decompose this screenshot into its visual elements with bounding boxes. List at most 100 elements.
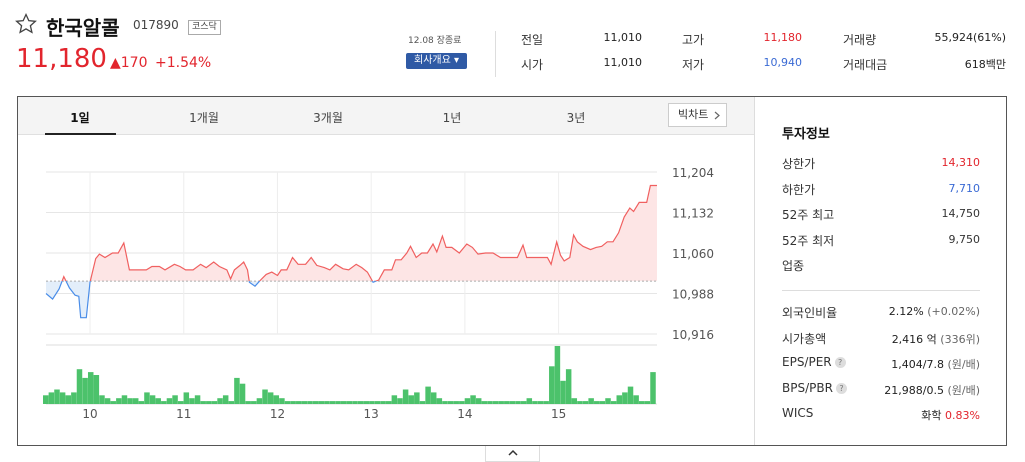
volume-bar	[273, 395, 280, 404]
volume-bar	[532, 401, 538, 404]
y-tick-label: 11,132	[672, 207, 714, 221]
volume-bar	[509, 401, 516, 404]
summary-label-low: 저가	[682, 58, 705, 72]
volume-bar	[543, 401, 549, 404]
chart-area	[45, 184, 657, 319]
invest-label: 상한가	[782, 157, 816, 171]
x-tick-label: 10	[82, 407, 97, 421]
volume-bar	[138, 401, 145, 404]
volume-bar	[605, 398, 611, 404]
volume-bar	[65, 395, 71, 404]
invest-label: 하한가	[782, 182, 816, 197]
invest-label: 52주 최고	[782, 208, 835, 222]
volume-bar	[453, 401, 459, 404]
volume-bar	[644, 401, 651, 404]
invest-label: BPS/PBR?	[782, 381, 847, 395]
y-tick-label: 10,916	[672, 328, 714, 342]
volume-bar	[189, 398, 195, 404]
summary-value-open: 11,010	[603, 56, 643, 69]
volume-bar	[155, 398, 161, 404]
company-overview-button[interactable]: 회사개요 ▾	[406, 53, 467, 69]
invest-value: 7,710	[948, 181, 981, 195]
invest-label: 외국인비율	[782, 306, 838, 320]
summary-value-low: 10,940	[763, 56, 803, 69]
help-icon[interactable]: ?	[834, 357, 846, 368]
volume-bar	[425, 386, 431, 404]
volume-bar	[498, 401, 504, 404]
volume-bar	[76, 369, 83, 404]
tab-1month[interactable]: 1개월	[189, 111, 219, 125]
volume-bar	[121, 395, 128, 404]
volume-bar	[228, 401, 235, 404]
volume-bar	[481, 401, 488, 404]
summary-label-prev-close: 전일	[521, 33, 544, 47]
volume-bar	[99, 395, 105, 404]
volume-bar	[464, 398, 471, 404]
favorite-star-icon[interactable]	[14, 12, 38, 36]
x-tick-label: 13	[364, 407, 379, 421]
volume-bar	[279, 398, 285, 404]
volume-bar	[385, 401, 392, 404]
invest-info-title: 투자정보	[782, 127, 830, 142]
volume-bar	[459, 401, 465, 404]
volume-bar	[537, 401, 544, 404]
tab-1day[interactable]: 1일	[70, 111, 90, 125]
volume-bar	[487, 401, 493, 404]
summary-label-trade-value: 거래대금	[843, 58, 888, 72]
volume-bar	[447, 401, 454, 404]
tab-3month[interactable]: 3개월	[313, 111, 343, 125]
y-tick-label: 10,988	[672, 288, 714, 302]
volume-bar	[200, 401, 206, 404]
volume-bar	[341, 401, 347, 404]
volume-bar	[166, 398, 173, 404]
summary-value-trade-value: 618백만	[964, 58, 1006, 71]
invest-value: 9,750	[948, 232, 981, 246]
volume-bar	[127, 398, 133, 404]
panel-divider	[754, 97, 755, 445]
volume-bar	[144, 392, 150, 404]
volume-bar	[475, 398, 482, 404]
invest-value: 화학 0.83%	[921, 407, 980, 423]
tab-1year[interactable]: 1년	[442, 111, 462, 125]
volume-bar	[161, 401, 167, 404]
invest-value-sub: (336위)	[940, 332, 980, 346]
summary-value-prev-close: 11,010	[603, 31, 643, 44]
invest-value-main: 1,404/7.8	[891, 358, 948, 371]
volume-bar	[177, 401, 184, 404]
invest-value-main: 화학	[921, 409, 946, 422]
invest-label: 52주 최저	[782, 233, 835, 248]
tab-3year[interactable]: 3년	[566, 111, 586, 125]
collapse-toggle-button[interactable]	[485, 446, 540, 462]
volume-bar	[357, 401, 364, 404]
invest-value: 2,416 억 (336위)	[892, 331, 980, 347]
invest-value-sub: 0.83%	[945, 409, 980, 422]
volume-bar	[627, 386, 634, 404]
volume-bar	[430, 392, 437, 404]
volume-bar	[599, 401, 606, 404]
x-axis-labels: 10 11 12 13 14 15	[82, 407, 566, 421]
y-axis-labels: 11,204 11,132 11,060 10,988 10,916	[672, 166, 714, 342]
volume-bar	[565, 369, 572, 404]
invest-value: 14,310	[941, 156, 981, 169]
volume-bar	[301, 401, 308, 404]
volume-bar	[363, 401, 369, 404]
volume-bar	[87, 372, 94, 404]
invest-value-sub: (원/배)	[947, 383, 980, 397]
help-icon[interactable]: ?	[835, 382, 847, 394]
invest-value-main: 21,988/0.5	[884, 383, 948, 397]
x-tick-label: 15	[551, 407, 566, 421]
summary-label-open: 시가	[521, 58, 544, 72]
big-chart-button[interactable]: 빅차트	[668, 103, 727, 127]
invest-label: EPS/PER?	[782, 355, 846, 369]
volume-bar	[183, 392, 190, 404]
invest-label: 시가총액	[782, 331, 827, 346]
volume-bar	[436, 398, 443, 404]
volume-bar	[48, 392, 55, 404]
volume-bar	[194, 395, 201, 404]
volume-bar	[594, 401, 600, 404]
invest-value-main: 2,416 억	[891, 332, 941, 346]
summary-value-high: 11,180	[763, 31, 803, 44]
volume-bar	[588, 398, 594, 404]
stock-code: 017890	[133, 18, 179, 32]
volume-bar	[132, 398, 139, 404]
